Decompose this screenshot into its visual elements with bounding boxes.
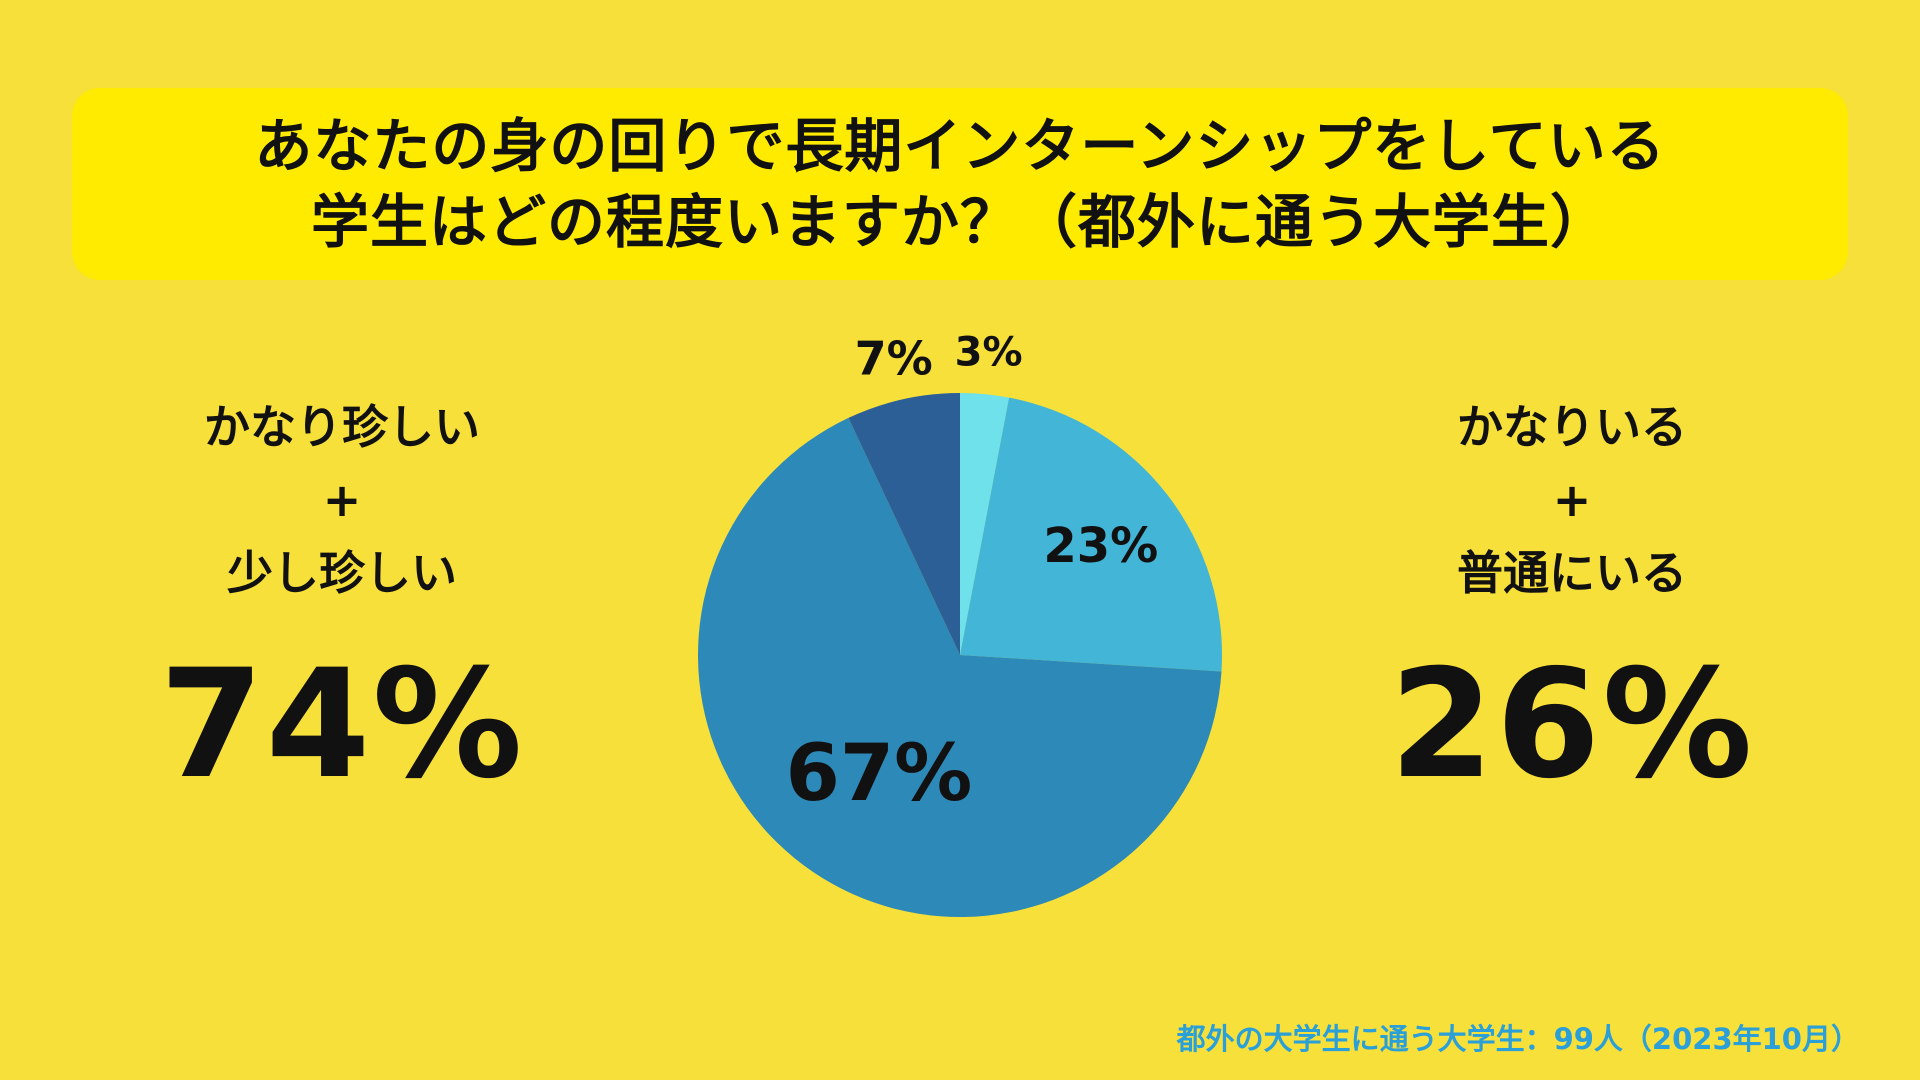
left-total-value: 74% — [159, 638, 525, 812]
left-summary: かなり珍しい + 少し珍しい 74% — [82, 390, 602, 810]
pie-label-3: 3% — [955, 329, 1023, 375]
left-plus-sign: + — [322, 473, 362, 527]
pie-slice-23 — [960, 397, 1223, 672]
right-total-value: 26% — [1389, 638, 1755, 812]
pie-slice-67 — [698, 417, 1222, 917]
right-plus-sign: + — [1552, 473, 1592, 527]
left-label-line-1: かなり珍しい — [204, 400, 480, 454]
left-label-line-2: 少し珍しい — [227, 546, 457, 600]
pie-slice-3 — [960, 393, 1010, 655]
pie-label-23: 23% — [1043, 518, 1158, 574]
title-banner: あなたの身の回りで長期インターンシップをしている 学生はどの程度いますか？（都外… — [72, 88, 1848, 280]
right-label-line-1: かなりいる — [1457, 400, 1687, 454]
title-line-1: あなたの身の回りで長期インターンシップをしている — [254, 112, 1666, 180]
title-line-2: 学生はどの程度いますか？（都外に通う大学生） — [310, 188, 1609, 256]
footnote: 都外の大学生に通う大学生：99人（2023年10月） — [1176, 1022, 1860, 1056]
right-summary: かなりいる + 普通にいる 26% — [1312, 390, 1832, 810]
pie-label-7: 7% — [855, 331, 933, 385]
pie-label-67: 67% — [786, 729, 973, 819]
right-label-line-2: 普通にいる — [1457, 546, 1687, 600]
pie-slice-7 — [848, 393, 960, 655]
